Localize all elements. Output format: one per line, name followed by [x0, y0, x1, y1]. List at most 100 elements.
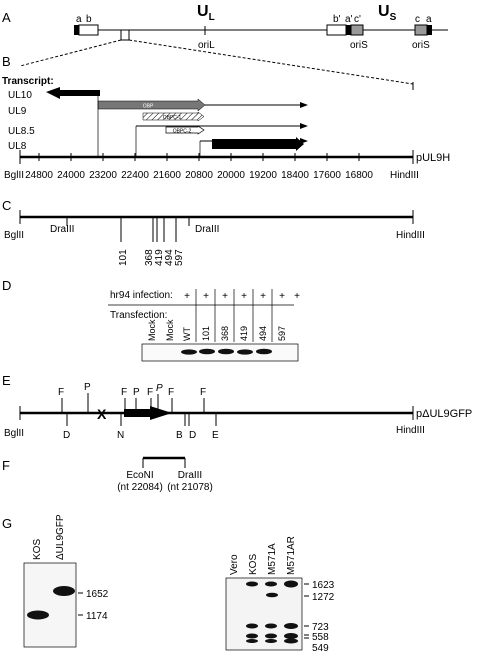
right-lane-m571a: M571A	[267, 543, 278, 575]
repeat-label-c-prime: c'	[354, 14, 361, 25]
mut-label-101: 101	[118, 249, 129, 266]
scale-label-17600: 17600	[313, 170, 341, 181]
panel-letter-a: A	[2, 10, 11, 25]
panel-c-mutation-map: BglII DraIII DraIII HindIII 101 368 419 …	[4, 210, 425, 266]
scale-label-24000: 24000	[57, 170, 85, 181]
obp-box	[97, 98, 206, 112]
panel-g-southern-blots: KOS ΔUL9GFP 1652 1174 Vero KOS M571A M57…	[23, 514, 335, 654]
right-blot-bands	[246, 580, 298, 644]
econi-label: EcoNI	[126, 470, 153, 481]
econi-nt-label: (nt 22084)	[117, 482, 163, 493]
marker-label-1174: 1174	[86, 611, 108, 622]
transfection-label-368: 368	[220, 326, 230, 341]
d-blot-bands	[181, 348, 272, 355]
e-bglii-label: BglII	[4, 428, 24, 439]
panel-letter-f: F	[2, 458, 10, 473]
infection-cell-3: +	[203, 291, 209, 302]
scale-label-24800: 24800	[25, 170, 53, 181]
band-m571ar-723	[284, 623, 298, 629]
obpc1-label: OBPC-1	[163, 115, 182, 121]
oris-label-2: oriS	[412, 40, 430, 51]
marker-label-723: 723	[312, 622, 329, 633]
mut-label-494: 494	[164, 249, 175, 266]
infection-cell-7: +	[279, 291, 285, 302]
band-m571a-558	[265, 633, 277, 639]
panel-letter-e: E	[2, 373, 11, 388]
repeat-label-b: b	[86, 14, 92, 25]
marker-label-558: 558	[312, 632, 329, 643]
c-draiii-label-1: DraIII	[50, 224, 74, 235]
band-m571a-549	[265, 639, 277, 643]
scale-label-18400: 18400	[281, 170, 309, 181]
panel-letter-c: C	[2, 198, 11, 213]
e-top-labels: F P F P F P F F	[58, 382, 206, 398]
c-bglii-label: BglII	[4, 230, 24, 241]
repeat-c-box	[414, 24, 428, 36]
infection-cell-4: +	[222, 291, 228, 302]
panel-letters: A B C D E F G	[2, 10, 12, 531]
band-kos-723	[246, 623, 258, 629]
mut-label-368: 368	[144, 249, 155, 266]
repeat-label-a-end: a	[426, 14, 432, 25]
repeat-b-box	[78, 24, 99, 36]
infection-cell-2: +	[184, 291, 190, 302]
repeat-labels: a b b' a' c' c a	[76, 14, 432, 25]
infection-cell-5: +	[241, 291, 247, 302]
deletion-x-mark: X	[97, 406, 107, 422]
scale-labels: 24800 24000 23200 22400 21600 20800 2000…	[25, 170, 373, 181]
panel-e-deletion-map: pΔUL9GFP BglII HindIII X F P F P F P F F	[4, 382, 472, 441]
top-site-f3: F	[147, 387, 153, 398]
terminal-a-block	[74, 25, 79, 35]
marker-label-549: 549	[312, 643, 329, 654]
us-heading: US	[378, 3, 397, 23]
infection-cell-8: +	[294, 291, 300, 302]
oris-label-1: oriS	[350, 40, 368, 51]
band-m571a-1623	[265, 581, 277, 587]
transcript-label-ul10: UL10	[8, 90, 32, 101]
bottom-site-e: E	[212, 430, 219, 441]
left-blot-lanes: KOS ΔUL9GFP	[32, 514, 66, 560]
ul-heading: UL	[197, 3, 215, 23]
panel-letter-d: D	[2, 278, 11, 293]
hr94-row-label: hr94 infection:	[110, 290, 173, 301]
top-site-f1: F	[58, 387, 64, 398]
scale-label-20000: 20000	[217, 170, 245, 181]
panel-letter-g: G	[2, 516, 12, 531]
transcript-label-ul85: UL8.5	[8, 126, 35, 137]
transfection-label-mock-1: Mock	[147, 319, 157, 341]
band-m571ar-549	[284, 638, 298, 644]
band-m571ar-558	[284, 633, 298, 639]
marker-label-1623: 1623	[312, 580, 335, 591]
mut-label-419: 419	[154, 249, 165, 266]
top-site-f5: F	[200, 387, 206, 398]
repeat-label-b-prime: b'	[333, 14, 341, 25]
infection-cell-6: +	[260, 291, 266, 302]
draiii-label: DraIII	[178, 470, 202, 481]
b-bglii-label: BglII	[4, 170, 24, 181]
pdeltaul9gfp-label: pΔUL9GFP	[416, 408, 472, 420]
blot-band-494	[256, 348, 272, 355]
c-hindiii-label: HindIII	[396, 230, 425, 241]
blot-band-wt	[181, 349, 197, 355]
transfection-labels: Mock Mock WT 101 368 419 494 597	[147, 319, 287, 341]
scale-ticks	[38, 153, 360, 161]
marker-label-1272: 1272	[312, 592, 335, 603]
panel-letter-b: B	[2, 54, 11, 69]
repeat-label-c: c	[415, 14, 420, 25]
right-marker-ticks	[304, 583, 309, 639]
top-site-f2: F	[121, 387, 127, 398]
top-site-p1: P	[84, 382, 91, 393]
right-blot-lanes: Vero KOS M571A M571AR	[229, 536, 297, 575]
top-site-p2: P	[133, 387, 140, 398]
ul8-box	[212, 137, 304, 151]
transfection-label-494: 494	[258, 326, 268, 341]
repeat-b-prime-box	[326, 24, 347, 36]
band-m571ar-1623	[284, 580, 298, 588]
pul9h-label: pUL9H	[416, 152, 450, 164]
right-lane-vero: Vero	[229, 554, 240, 575]
blot-band-419	[237, 349, 253, 355]
transcript-label-ul9: UL9	[8, 106, 27, 117]
scale-label-21600: 21600	[153, 170, 181, 181]
scale-label-22400: 22400	[121, 170, 149, 181]
